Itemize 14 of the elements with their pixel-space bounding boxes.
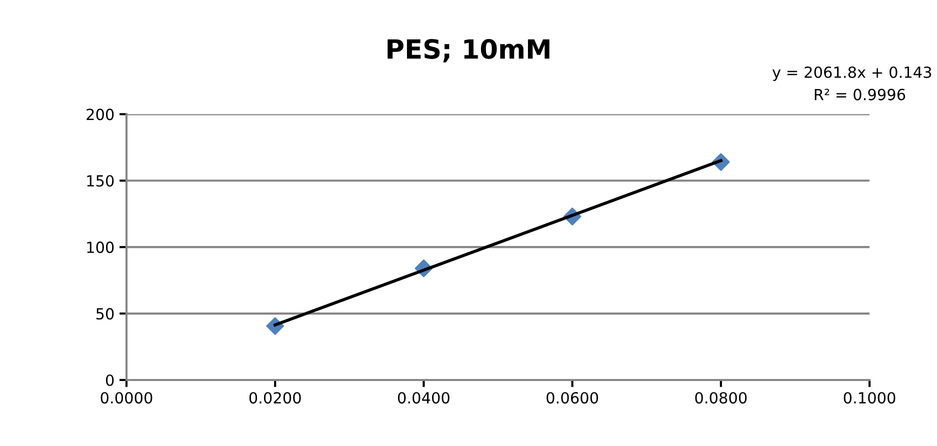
text: R² = 0.9996 [814,88,906,100]
y-tick-label: 0 [106,374,114,386]
y-tick-label: 50 [96,308,114,320]
text: y = 2061.8x + 0.143 [772,66,932,81]
x-tick-label: 0.0200 [249,392,301,404]
x-tick-label: 0.0000 [100,392,152,404]
x-tick-label: 0.0400 [398,392,450,404]
y-tick-label: 150 [87,175,114,187]
x-tick-label: 0.1000 [844,392,896,404]
y-tick-label: 200 [86,108,114,120]
x-tick-label: 0.0600 [546,392,598,404]
chart-title: PES; 10mM [388,38,550,62]
y-tick-label: 100 [87,242,114,254]
x-tick-label: 0.0800 [695,392,747,404]
